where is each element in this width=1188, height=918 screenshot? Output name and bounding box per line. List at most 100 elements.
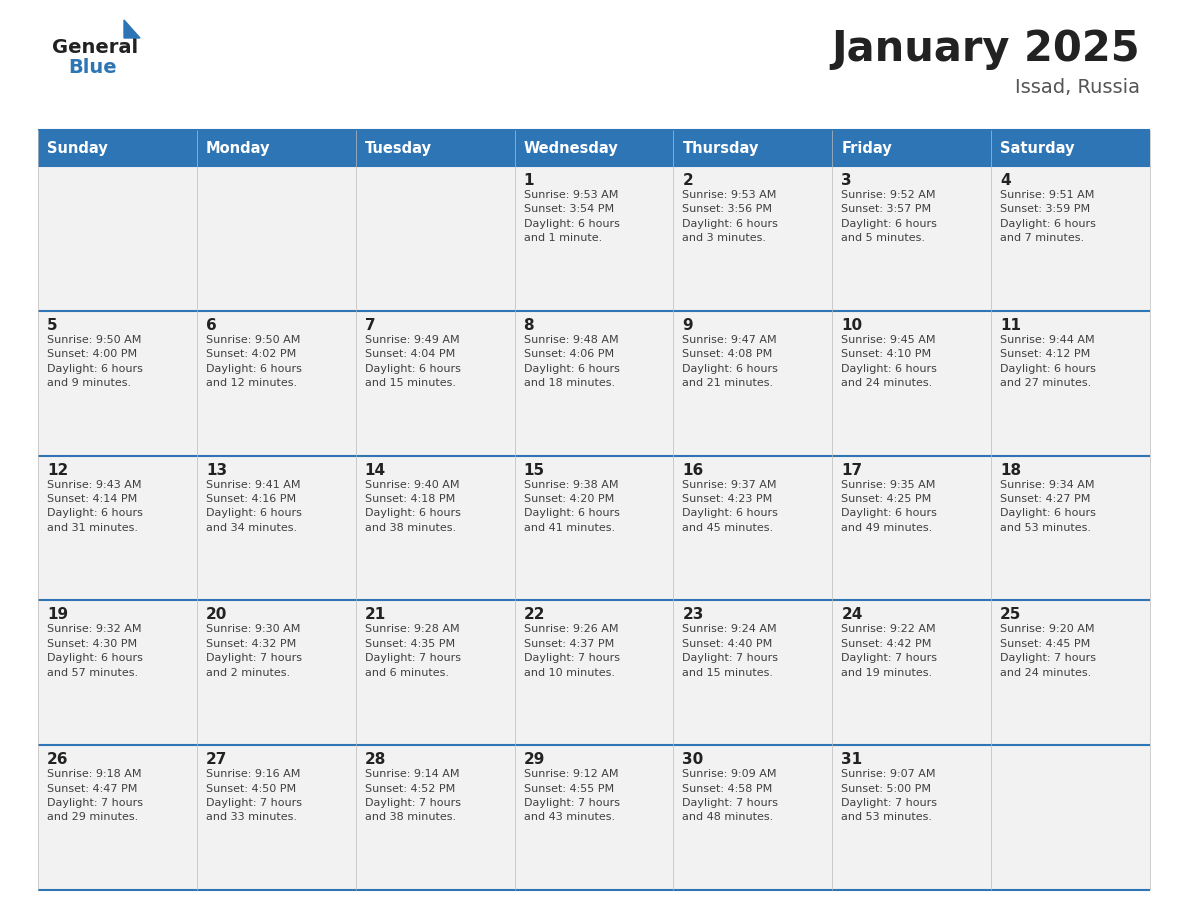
Bar bbox=[197, 311, 355, 455]
Text: Sunrise: 9:32 AM
Sunset: 4:30 PM
Daylight: 6 hours
and 57 minutes.: Sunrise: 9:32 AM Sunset: 4:30 PM Dayligh… bbox=[48, 624, 143, 677]
Bar bbox=[355, 130, 514, 166]
Bar bbox=[991, 311, 1150, 455]
Text: 3: 3 bbox=[841, 173, 852, 188]
Bar bbox=[833, 311, 991, 455]
Text: 5: 5 bbox=[48, 318, 58, 333]
Text: Sunrise: 9:50 AM
Sunset: 4:02 PM
Daylight: 6 hours
and 12 minutes.: Sunrise: 9:50 AM Sunset: 4:02 PM Dayligh… bbox=[206, 335, 302, 388]
Text: 13: 13 bbox=[206, 463, 227, 477]
Text: 19: 19 bbox=[48, 608, 68, 622]
Bar bbox=[674, 745, 833, 890]
Text: 18: 18 bbox=[1000, 463, 1022, 477]
Bar bbox=[355, 600, 514, 745]
Bar bbox=[38, 600, 197, 745]
Text: 14: 14 bbox=[365, 463, 386, 477]
Bar bbox=[197, 455, 355, 600]
Bar bbox=[514, 166, 674, 311]
Text: 6: 6 bbox=[206, 318, 216, 333]
Text: 23: 23 bbox=[682, 608, 703, 622]
Text: Sunrise: 9:50 AM
Sunset: 4:00 PM
Daylight: 6 hours
and 9 minutes.: Sunrise: 9:50 AM Sunset: 4:00 PM Dayligh… bbox=[48, 335, 143, 388]
Bar bbox=[833, 600, 991, 745]
Text: 1: 1 bbox=[524, 173, 535, 188]
Bar bbox=[38, 166, 197, 311]
Bar bbox=[197, 600, 355, 745]
Text: 21: 21 bbox=[365, 608, 386, 622]
Bar bbox=[197, 745, 355, 890]
Bar bbox=[514, 311, 674, 455]
Text: 17: 17 bbox=[841, 463, 862, 477]
Text: Thursday: Thursday bbox=[682, 140, 759, 155]
Text: Sunrise: 9:18 AM
Sunset: 4:47 PM
Daylight: 7 hours
and 29 minutes.: Sunrise: 9:18 AM Sunset: 4:47 PM Dayligh… bbox=[48, 769, 143, 823]
Text: 12: 12 bbox=[48, 463, 68, 477]
Text: Sunrise: 9:48 AM
Sunset: 4:06 PM
Daylight: 6 hours
and 18 minutes.: Sunrise: 9:48 AM Sunset: 4:06 PM Dayligh… bbox=[524, 335, 619, 388]
Text: 30: 30 bbox=[682, 752, 703, 767]
Text: 15: 15 bbox=[524, 463, 544, 477]
Bar bbox=[355, 311, 514, 455]
Text: Sunrise: 9:07 AM
Sunset: 5:00 PM
Daylight: 7 hours
and 53 minutes.: Sunrise: 9:07 AM Sunset: 5:00 PM Dayligh… bbox=[841, 769, 937, 823]
Bar bbox=[197, 130, 355, 166]
Text: Sunrise: 9:38 AM
Sunset: 4:20 PM
Daylight: 6 hours
and 41 minutes.: Sunrise: 9:38 AM Sunset: 4:20 PM Dayligh… bbox=[524, 479, 619, 532]
Text: Sunrise: 9:37 AM
Sunset: 4:23 PM
Daylight: 6 hours
and 45 minutes.: Sunrise: 9:37 AM Sunset: 4:23 PM Dayligh… bbox=[682, 479, 778, 532]
Text: 24: 24 bbox=[841, 608, 862, 622]
Text: Sunrise: 9:44 AM
Sunset: 4:12 PM
Daylight: 6 hours
and 27 minutes.: Sunrise: 9:44 AM Sunset: 4:12 PM Dayligh… bbox=[1000, 335, 1097, 388]
Text: 20: 20 bbox=[206, 608, 227, 622]
Bar bbox=[674, 455, 833, 600]
Bar bbox=[514, 600, 674, 745]
Text: Sunrise: 9:20 AM
Sunset: 4:45 PM
Daylight: 7 hours
and 24 minutes.: Sunrise: 9:20 AM Sunset: 4:45 PM Dayligh… bbox=[1000, 624, 1097, 677]
Text: 2: 2 bbox=[682, 173, 693, 188]
Bar bbox=[355, 745, 514, 890]
Bar bbox=[991, 130, 1150, 166]
Text: Sunrise: 9:45 AM
Sunset: 4:10 PM
Daylight: 6 hours
and 24 minutes.: Sunrise: 9:45 AM Sunset: 4:10 PM Dayligh… bbox=[841, 335, 937, 388]
Bar bbox=[38, 311, 197, 455]
Bar bbox=[38, 455, 197, 600]
Text: Sunrise: 9:52 AM
Sunset: 3:57 PM
Daylight: 6 hours
and 5 minutes.: Sunrise: 9:52 AM Sunset: 3:57 PM Dayligh… bbox=[841, 190, 937, 243]
Bar bbox=[674, 600, 833, 745]
Bar bbox=[514, 455, 674, 600]
Text: 8: 8 bbox=[524, 318, 535, 333]
Bar bbox=[674, 166, 833, 311]
Text: 22: 22 bbox=[524, 608, 545, 622]
Bar bbox=[674, 311, 833, 455]
Bar bbox=[38, 745, 197, 890]
Bar bbox=[674, 130, 833, 166]
Text: Sunrise: 9:30 AM
Sunset: 4:32 PM
Daylight: 7 hours
and 2 minutes.: Sunrise: 9:30 AM Sunset: 4:32 PM Dayligh… bbox=[206, 624, 302, 677]
Bar bbox=[197, 166, 355, 311]
Text: General: General bbox=[52, 38, 138, 57]
Bar bbox=[833, 455, 991, 600]
Text: 7: 7 bbox=[365, 318, 375, 333]
Bar bbox=[833, 166, 991, 311]
Text: Sunrise: 9:40 AM
Sunset: 4:18 PM
Daylight: 6 hours
and 38 minutes.: Sunrise: 9:40 AM Sunset: 4:18 PM Dayligh… bbox=[365, 479, 461, 532]
Text: Tuesday: Tuesday bbox=[365, 140, 431, 155]
Text: Sunrise: 9:24 AM
Sunset: 4:40 PM
Daylight: 7 hours
and 15 minutes.: Sunrise: 9:24 AM Sunset: 4:40 PM Dayligh… bbox=[682, 624, 778, 677]
Bar bbox=[514, 745, 674, 890]
Text: Blue: Blue bbox=[68, 58, 116, 77]
Text: Sunrise: 9:14 AM
Sunset: 4:52 PM
Daylight: 7 hours
and 38 minutes.: Sunrise: 9:14 AM Sunset: 4:52 PM Dayligh… bbox=[365, 769, 461, 823]
Text: 10: 10 bbox=[841, 318, 862, 333]
Text: 4: 4 bbox=[1000, 173, 1011, 188]
Bar bbox=[833, 745, 991, 890]
Polygon shape bbox=[124, 20, 140, 38]
Text: January 2025: January 2025 bbox=[832, 28, 1140, 70]
Text: 25: 25 bbox=[1000, 608, 1022, 622]
Bar bbox=[355, 455, 514, 600]
Text: Sunrise: 9:09 AM
Sunset: 4:58 PM
Daylight: 7 hours
and 48 minutes.: Sunrise: 9:09 AM Sunset: 4:58 PM Dayligh… bbox=[682, 769, 778, 823]
Text: Sunrise: 9:53 AM
Sunset: 3:54 PM
Daylight: 6 hours
and 1 minute.: Sunrise: 9:53 AM Sunset: 3:54 PM Dayligh… bbox=[524, 190, 619, 243]
Text: Sunrise: 9:41 AM
Sunset: 4:16 PM
Daylight: 6 hours
and 34 minutes.: Sunrise: 9:41 AM Sunset: 4:16 PM Dayligh… bbox=[206, 479, 302, 532]
Text: Sunrise: 9:34 AM
Sunset: 4:27 PM
Daylight: 6 hours
and 53 minutes.: Sunrise: 9:34 AM Sunset: 4:27 PM Dayligh… bbox=[1000, 479, 1097, 532]
Text: Sunrise: 9:49 AM
Sunset: 4:04 PM
Daylight: 6 hours
and 15 minutes.: Sunrise: 9:49 AM Sunset: 4:04 PM Dayligh… bbox=[365, 335, 461, 388]
Text: Sunrise: 9:12 AM
Sunset: 4:55 PM
Daylight: 7 hours
and 43 minutes.: Sunrise: 9:12 AM Sunset: 4:55 PM Dayligh… bbox=[524, 769, 620, 823]
Text: Sunrise: 9:26 AM
Sunset: 4:37 PM
Daylight: 7 hours
and 10 minutes.: Sunrise: 9:26 AM Sunset: 4:37 PM Dayligh… bbox=[524, 624, 620, 677]
Text: Issad, Russia: Issad, Russia bbox=[1015, 78, 1140, 97]
Text: Wednesday: Wednesday bbox=[524, 140, 618, 155]
Text: 26: 26 bbox=[48, 752, 69, 767]
Text: 27: 27 bbox=[206, 752, 227, 767]
Text: Sunday: Sunday bbox=[48, 140, 108, 155]
Bar bbox=[355, 166, 514, 311]
Bar bbox=[991, 455, 1150, 600]
Text: 11: 11 bbox=[1000, 318, 1022, 333]
Text: 29: 29 bbox=[524, 752, 545, 767]
Text: Sunrise: 9:47 AM
Sunset: 4:08 PM
Daylight: 6 hours
and 21 minutes.: Sunrise: 9:47 AM Sunset: 4:08 PM Dayligh… bbox=[682, 335, 778, 388]
Text: Friday: Friday bbox=[841, 140, 892, 155]
Text: Sunrise: 9:35 AM
Sunset: 4:25 PM
Daylight: 6 hours
and 49 minutes.: Sunrise: 9:35 AM Sunset: 4:25 PM Dayligh… bbox=[841, 479, 937, 532]
Bar bbox=[991, 745, 1150, 890]
Text: Sunrise: 9:22 AM
Sunset: 4:42 PM
Daylight: 7 hours
and 19 minutes.: Sunrise: 9:22 AM Sunset: 4:42 PM Dayligh… bbox=[841, 624, 937, 677]
